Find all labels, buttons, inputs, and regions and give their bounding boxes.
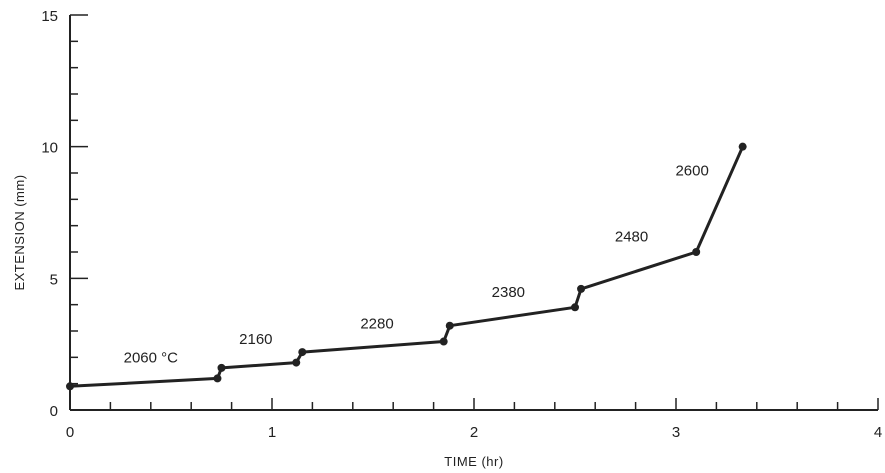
series bbox=[66, 142, 747, 391]
data-point bbox=[692, 248, 701, 256]
data-point bbox=[445, 321, 454, 330]
y-tick-label: 15 bbox=[41, 8, 58, 25]
y-tick-label: 5 bbox=[50, 271, 58, 288]
tick-labels: 0 5 10 15 0 1 2 3 4 bbox=[41, 8, 882, 441]
data-point bbox=[577, 284, 586, 293]
x-tick-label: 4 bbox=[874, 424, 882, 441]
data-point bbox=[571, 303, 579, 312]
y-tick-label: 10 bbox=[41, 140, 58, 157]
data-point bbox=[298, 348, 307, 357]
y-tick-label: 0 bbox=[50, 403, 58, 420]
data-point bbox=[439, 337, 448, 346]
temperature-annotation: 2480 bbox=[615, 228, 648, 245]
x-tick-label: 3 bbox=[672, 424, 680, 441]
temperature-annotation: 2600 bbox=[675, 163, 708, 180]
annotations: 2060 °C 2160 2280 2380 2480 2600 bbox=[124, 163, 709, 367]
data-point bbox=[738, 142, 747, 151]
axes bbox=[69, 15, 878, 411]
x-tick-label: 2 bbox=[470, 424, 478, 441]
data-point bbox=[292, 358, 301, 367]
temperature-annotation: 2280 bbox=[360, 315, 393, 332]
y-axis-title: EXTENSION (mm) bbox=[12, 174, 27, 290]
data-point bbox=[66, 382, 74, 391]
data-point bbox=[217, 363, 226, 372]
temperature-annotation: 2060 °C bbox=[124, 350, 179, 367]
temperature-annotation: 2380 bbox=[492, 284, 525, 301]
x-tick-label: 1 bbox=[268, 424, 276, 441]
ticks bbox=[69, 14, 879, 411]
temperature-annotation: 2160 bbox=[239, 331, 272, 348]
x-axis-title: TIME (hr) bbox=[444, 454, 503, 469]
x-tick-label: 0 bbox=[66, 424, 74, 441]
data-point bbox=[213, 374, 222, 383]
